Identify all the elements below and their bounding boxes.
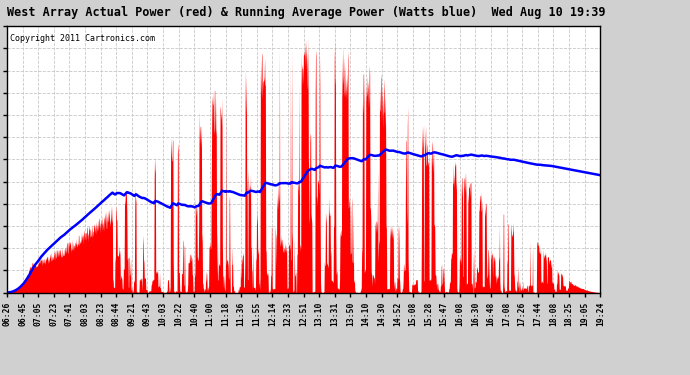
Text: Copyright 2011 Cartronics.com: Copyright 2011 Cartronics.com <box>10 34 155 43</box>
Text: West Array Actual Power (red) & Running Average Power (Watts blue)  Wed Aug 10 1: West Array Actual Power (red) & Running … <box>7 6 605 19</box>
